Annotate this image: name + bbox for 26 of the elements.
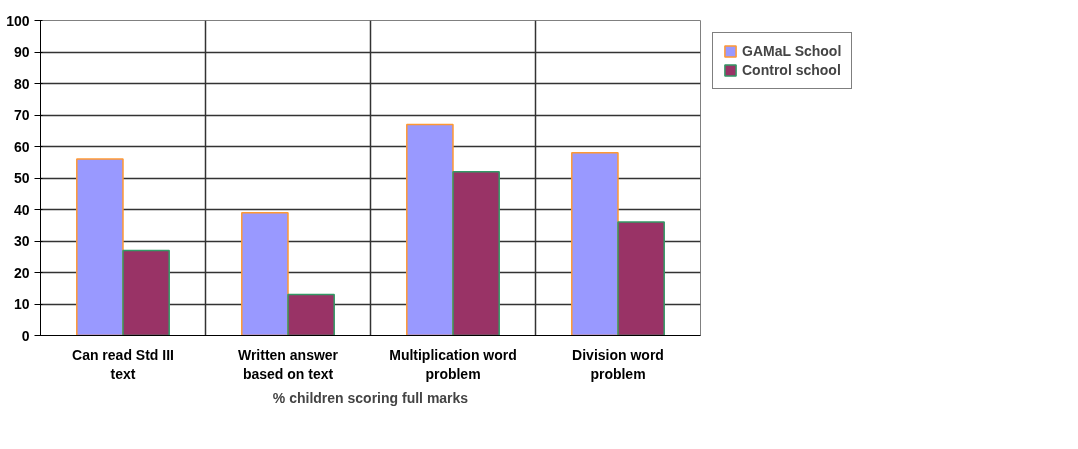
legend-label: Control school: [742, 62, 841, 78]
x-tick-label: Written answer based on text: [237, 346, 339, 382]
bar: [571, 152, 619, 336]
y-tick-label: 70: [13, 107, 30, 123]
y-tick-label: 0: [21, 327, 30, 344]
legend-label: GAMaL School: [742, 43, 842, 59]
y-tick-label: 80: [13, 75, 30, 92]
y-tick-label: 30: [13, 233, 30, 249]
y-tick-label: 100: [6, 12, 30, 29]
bar: [122, 249, 170, 336]
bar: [617, 221, 665, 336]
bar: [287, 293, 335, 336]
y-tick-label: 50: [13, 170, 30, 186]
bar: [241, 211, 289, 336]
x-tick-label: Multiplication word problem: [389, 346, 517, 382]
y-tick-label: 20: [13, 264, 30, 281]
bar: [452, 170, 500, 336]
bar: [76, 158, 124, 336]
x-tick-label: Division word problem: [572, 346, 664, 382]
x-axis-title: % children scoring full marks: [272, 389, 469, 406]
bar: [406, 123, 454, 336]
y-tick-label: 60: [13, 138, 30, 155]
x-tick-label: Can read Std III text: [72, 346, 174, 382]
y-tick-label: 10: [13, 296, 30, 312]
y-tick-label: 90: [13, 44, 30, 60]
y-tick-label: 40: [13, 201, 30, 218]
